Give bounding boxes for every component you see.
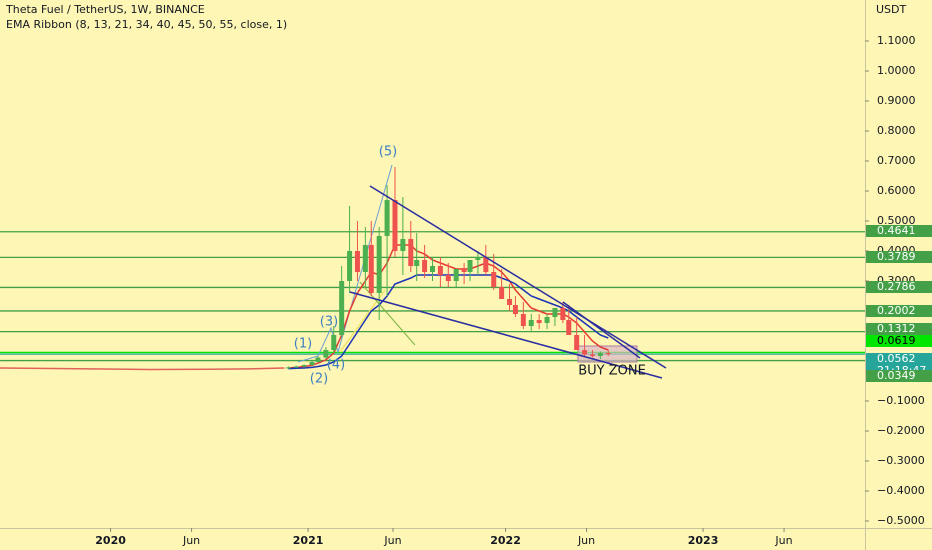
y-tick-label: 0.6000 [877,184,916,197]
level-label: 0.4641 [877,224,916,237]
candle-body [339,281,345,336]
candle-body [574,335,580,351]
candle-body [445,275,451,282]
level-label-bg [866,335,932,347]
y-tick-label: −0.5000 [877,514,925,527]
axis-unit: USDT [876,3,907,16]
candle-body [301,365,307,367]
wave-path [297,164,393,363]
candle-body [491,272,497,288]
level-label: 0.2786 [877,280,916,293]
history-line [0,367,285,371]
wave-label: (3) [320,315,338,330]
level-label-bg [866,305,932,317]
candle-body [520,314,526,327]
wave-label: (5) [379,145,397,160]
upper-trendline [369,185,667,369]
candle-body [376,236,382,294]
chart-title: Theta Fuel / TetherUS, 1W, BINANCE [5,3,205,16]
buy-zone-label: BUY ZONE [578,364,646,379]
candle-body [285,367,291,369]
level-label: 0.2002 [877,304,916,317]
candle-body [605,353,611,355]
candle-body [536,320,542,324]
candle-body [362,245,368,273]
candle-body [422,260,428,273]
candle-body [384,200,390,237]
y-tick-label: −0.4000 [877,484,925,497]
y-tick-label: 0.9000 [877,94,916,107]
candle-body [315,357,321,363]
y-tick-label: 1.0000 [877,64,916,77]
y-tick-label: 0.5000 [877,214,916,227]
level-label-bg [866,281,932,293]
y-tick-label: −0.3000 [877,454,925,467]
wave-label: (1) [294,337,312,352]
candle-body [507,299,513,306]
level-label: 0.1312 [877,322,916,335]
candle-body [408,239,414,267]
x-tick-label: Jun [383,534,401,547]
candle-body [528,320,534,327]
level-label-bg [866,370,932,382]
y-tick-label: 0.7000 [877,154,916,167]
level-label: 0.0619 [877,334,916,347]
candle-body [368,245,374,294]
candle-body [453,269,459,282]
wave-label: (2) [310,372,328,387]
level-label-bg [866,323,932,335]
y-tick-label: 1.1000 [877,34,916,47]
candle-body [566,320,572,336]
candle-body [589,354,595,357]
x-tick-label: 2022 [490,534,521,547]
candle-body [597,353,603,357]
candle-body [560,308,566,321]
candle-body [483,257,489,273]
level-label-bg [866,251,932,263]
candle-body [499,287,505,300]
x-tick-label: Jun [577,534,595,547]
candle-body [414,260,420,267]
candle-body [582,350,588,355]
candle-body [552,308,558,318]
x-tick-label: Jun [774,534,792,547]
level-label: 0.0562 [877,352,916,365]
levels [0,231,865,362]
candle-body [461,269,467,273]
candle-body [437,266,443,276]
candle-body [309,362,315,366]
candle-body [354,251,360,273]
x-tick-label: Jun [182,534,200,547]
y-tick-label: −0.1000 [877,394,925,407]
y-tick-label: 0.8000 [877,124,916,137]
candle-body [544,317,550,324]
candle-body [430,266,435,273]
candle-body [512,305,518,315]
wave-label: (4) [327,358,345,373]
inner-trendline [562,301,641,359]
level-label: 0.3789 [877,250,916,263]
lower-trendline [349,291,663,379]
level-label: 0.0349 [877,369,916,382]
x-tick-label: 2023 [688,534,719,547]
y-tick-label: −0.2000 [877,424,925,437]
candle-body [331,335,337,351]
candle-body [293,366,299,368]
x-tick-label: 2020 [95,534,126,547]
level-label-bg [866,225,932,237]
marks [0,167,611,371]
x-tick-label: 2021 [293,534,324,547]
candle-body [475,257,481,261]
candle-body [467,260,473,273]
candle-body [400,239,406,252]
candle-body [347,251,353,282]
indicator-label: EMA Ribbon (8, 13, 21, 34, 40, 45, 50, 5… [6,18,287,31]
candle-body [392,200,398,252]
candle-body [323,350,329,358]
